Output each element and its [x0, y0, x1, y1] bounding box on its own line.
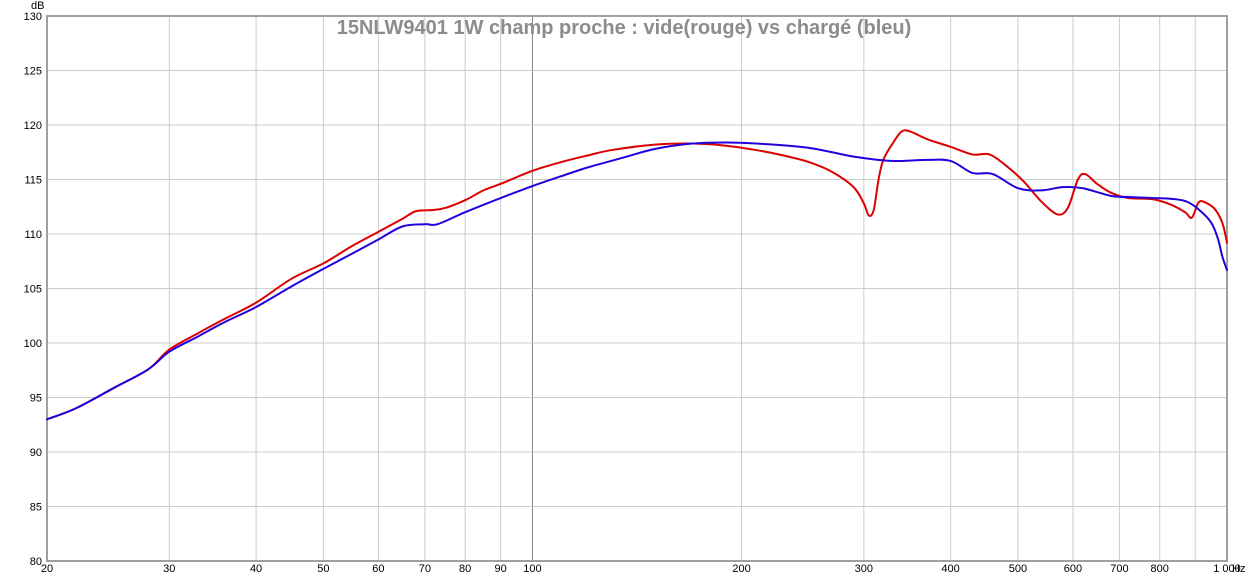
- x-tick-label: 40: [250, 563, 262, 575]
- chart-title: 15NLW9401 1W champ proche : vide(rouge) …: [337, 17, 912, 39]
- x-tick-label: 300: [855, 563, 873, 575]
- x-tick-label: 20: [41, 563, 53, 575]
- x-tick-label: 100: [523, 563, 541, 575]
- series-line-red: [46, 129, 1228, 421]
- x-tick-label: 50: [317, 563, 329, 575]
- y-tick-label: 120: [24, 120, 42, 132]
- series-layer: [46, 129, 1228, 421]
- y-tick-label: 105: [24, 284, 42, 296]
- y-tick-label: 125: [24, 66, 42, 78]
- y-tick-labels: 80 85 90 95 100 105 110 115 120 125 130: [24, 11, 42, 568]
- plot-frame: [46, 15, 1228, 562]
- series-line-blue: [46, 141, 1228, 421]
- x-tick-label: 80: [459, 563, 471, 575]
- y-tick-label: 90: [30, 447, 42, 459]
- x-tick-label: 400: [941, 563, 959, 575]
- x-tick-label: 800: [1151, 563, 1169, 575]
- x-tick-label: 200: [732, 563, 750, 575]
- y-tick-label: 80: [30, 556, 42, 568]
- x-tick-label: 70: [419, 563, 431, 575]
- y-tick-label: 130: [24, 11, 42, 23]
- x-tick-labels: 20 30 40 50 60 70 80 90 100 200 300 400 500 600 700 800…: [41, 563, 1241, 575]
- x-tick-label: 90: [495, 563, 507, 575]
- y-tick-label: 110: [24, 229, 42, 241]
- x-axis-unit-label: Hz: [1232, 563, 1245, 575]
- x-tick-label: 700: [1110, 563, 1128, 575]
- x-tick-label: 1 000: [1213, 563, 1241, 575]
- y-tick-label: 95: [30, 393, 42, 405]
- y-axis-unit-label: dB: [31, 0, 44, 12]
- x-tick-label: 500: [1009, 563, 1027, 575]
- x-tick-label: 30: [163, 563, 175, 575]
- y-tick-label: 100: [24, 338, 42, 350]
- x-tick-label: 60: [372, 563, 384, 575]
- x-tick-label: 600: [1064, 563, 1082, 575]
- y-tick-label: 85: [30, 502, 42, 514]
- y-tick-label: 115: [24, 175, 42, 187]
